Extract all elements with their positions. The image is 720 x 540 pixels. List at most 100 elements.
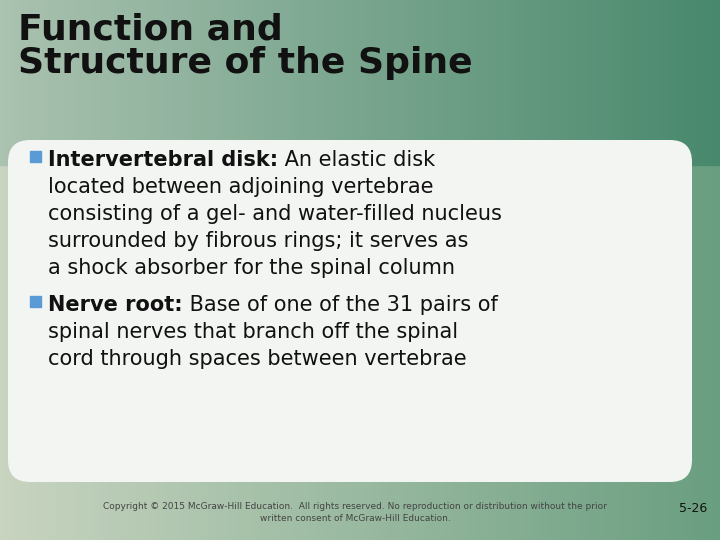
Bar [605,0,613,540]
Bar [482,0,490,540]
Bar [634,0,642,165]
Bar [410,0,418,165]
Bar [583,0,591,165]
Text: spinal nerves that branch off the spinal: spinal nerves that branch off the spinal [48,322,458,342]
Bar [137,0,145,165]
Bar [101,0,109,165]
Bar [655,0,663,165]
Bar [598,0,606,540]
Bar [590,0,598,540]
Bar [360,0,368,165]
Bar [238,0,246,165]
Text: Intervertebral disk:: Intervertebral disk: [48,150,278,170]
Bar [65,0,73,540]
Bar [194,0,202,165]
Bar [252,0,260,540]
Bar [526,0,534,165]
Bar [43,0,51,540]
Bar [619,0,627,165]
Bar [691,0,699,165]
Bar [180,0,188,165]
Bar [677,0,685,540]
Bar [30,296,41,307]
Bar [497,0,505,165]
Bar [389,0,397,165]
Bar [324,0,332,165]
Bar [382,0,390,540]
Bar [245,0,253,165]
Bar [7,0,15,165]
Bar [432,0,440,165]
Bar [0,0,8,165]
Text: Nerve root:: Nerve root: [48,295,183,315]
Bar [612,0,620,540]
Bar [691,0,699,540]
Bar [504,0,512,165]
Text: a shock absorber for the spinal column: a shock absorber for the spinal column [48,258,455,278]
Bar [346,0,354,540]
Bar [605,0,613,165]
Bar [130,0,138,540]
Bar [461,0,469,165]
Bar [137,0,145,540]
Bar [511,0,519,540]
Bar [713,0,720,165]
Bar [706,0,714,165]
Bar [158,0,166,165]
Bar [22,0,30,165]
Bar [122,0,130,165]
Bar [187,0,195,540]
Bar [454,0,462,165]
Bar [684,0,692,540]
Bar [475,0,483,165]
Bar [396,0,404,540]
Text: An elastic disk: An elastic disk [278,150,436,170]
Text: Copyright © 2015 McGraw-Hill Education.  All rights reserved. No reproduction or: Copyright © 2015 McGraw-Hill Education. … [103,502,607,523]
Bar [151,0,159,165]
Bar [36,0,44,165]
Bar [641,0,649,165]
Bar [223,0,231,540]
Bar [576,0,584,165]
Bar [108,0,116,165]
Bar [389,0,397,540]
Bar [612,0,620,165]
Bar [698,0,706,165]
Text: located between adjoining vertebrae: located between adjoining vertebrae [48,177,433,197]
Bar [281,0,289,165]
Bar [158,0,166,540]
Bar [626,0,634,540]
Bar [94,0,102,165]
Bar [288,0,296,165]
Bar [497,0,505,540]
Bar [166,0,174,540]
Bar [302,0,310,540]
Bar [274,0,282,165]
Bar [353,0,361,165]
Bar [317,0,325,540]
Bar [194,0,202,540]
Bar [382,0,390,165]
Bar [518,0,526,165]
Bar [648,0,656,165]
Bar [367,0,375,165]
Bar [310,0,318,165]
Bar [461,0,469,540]
Bar [238,0,246,540]
Bar [490,0,498,540]
Bar [58,0,66,165]
Bar [108,0,116,540]
Bar [554,0,562,540]
Bar [670,0,678,540]
Bar [504,0,512,540]
Text: 5-26: 5-26 [679,502,707,515]
Bar [583,0,591,540]
Bar [353,0,361,540]
Bar [626,0,634,165]
Text: Base of one of the 31 pairs of: Base of one of the 31 pairs of [183,295,498,315]
Bar [22,0,30,540]
Bar [86,0,94,540]
Bar [425,0,433,540]
Bar [36,0,44,540]
Bar [403,0,411,165]
